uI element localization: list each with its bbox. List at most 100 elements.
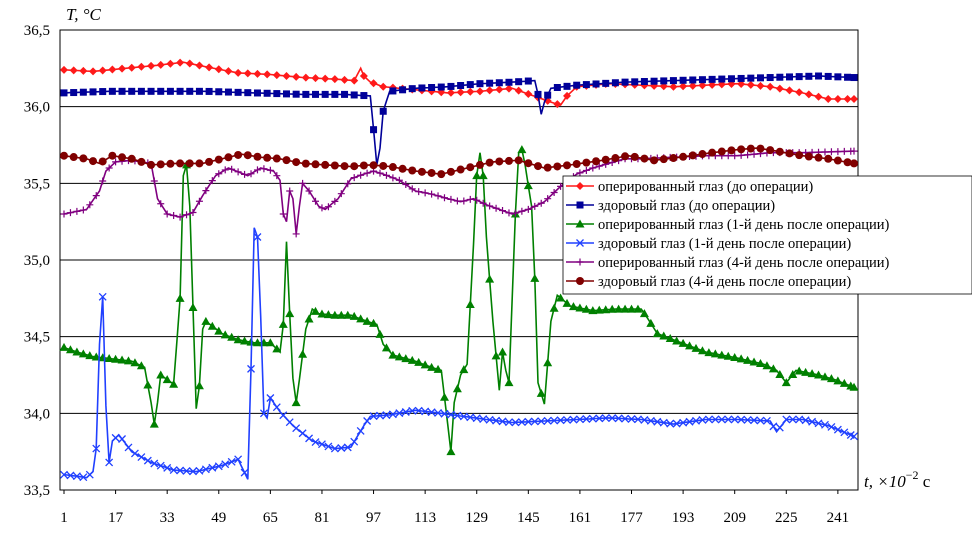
data-point (363, 417, 372, 425)
data-point (737, 79, 746, 88)
data-point (492, 204, 500, 212)
data-point (369, 79, 378, 88)
data-point (614, 414, 623, 423)
data-point (163, 210, 171, 218)
data-point (128, 87, 136, 95)
data-point (123, 356, 133, 365)
data-point (301, 159, 310, 168)
data-point (646, 416, 655, 425)
data-point (466, 87, 475, 96)
data-point (746, 80, 755, 89)
data-point (691, 343, 701, 352)
data-point (189, 467, 197, 476)
data-point (286, 187, 294, 195)
data-point (321, 160, 330, 169)
data-point (136, 361, 146, 370)
data-point (137, 453, 146, 461)
data-point (666, 419, 675, 428)
data-point (531, 202, 539, 210)
data-point (747, 74, 755, 82)
legend: оперированный глаз (до операции) здоровый… (562, 175, 972, 295)
data-point (437, 83, 445, 91)
data-point (679, 152, 688, 161)
data-point (118, 87, 126, 95)
data-point (227, 332, 237, 341)
data-point (369, 318, 379, 327)
data-point (185, 159, 194, 168)
data-point (553, 84, 561, 91)
y-tick-label: 34,5 (24, 330, 50, 346)
data-point (602, 79, 610, 87)
y-tick-label: 34,0 (24, 406, 50, 422)
series-2 (60, 72, 858, 166)
legend-marker (576, 277, 584, 285)
data-point (737, 145, 746, 154)
data-point (478, 171, 488, 180)
data-point (418, 84, 426, 92)
data-point (650, 77, 658, 85)
data-point (824, 95, 833, 103)
data-point (466, 195, 474, 203)
data-point (379, 107, 387, 115)
data-point (60, 210, 68, 218)
data-point (186, 87, 194, 95)
data-point (775, 369, 785, 378)
data-point (112, 158, 120, 166)
data-point (221, 460, 230, 469)
data-point (220, 330, 230, 339)
data-point (182, 466, 191, 475)
data-point (850, 74, 858, 82)
data-point (407, 355, 417, 364)
data-point (575, 303, 585, 312)
data-point (652, 329, 662, 338)
data-point (601, 305, 611, 314)
data-point (453, 197, 461, 205)
data-point (821, 148, 829, 156)
data-point (544, 195, 552, 203)
data-point (459, 412, 468, 421)
data-point (537, 199, 545, 207)
data-point (292, 158, 301, 167)
data-point (631, 78, 639, 86)
data-point (89, 157, 98, 166)
data-point (170, 212, 178, 220)
data-point (678, 338, 688, 347)
grid-lines (60, 106, 858, 414)
data-point (65, 345, 75, 354)
data-point (253, 69, 262, 78)
series-6 (60, 144, 858, 179)
data-point (234, 68, 243, 77)
data-point (582, 81, 590, 89)
data-point (543, 358, 553, 367)
series-4 (60, 227, 858, 482)
data-point (669, 154, 678, 163)
data-point (750, 150, 758, 158)
data-point (465, 299, 475, 308)
data-point (588, 414, 597, 423)
data-point (576, 169, 584, 177)
data-point (312, 90, 320, 98)
data-point (207, 321, 217, 330)
data-point (452, 384, 462, 393)
data-point (60, 65, 68, 74)
data-point (750, 416, 759, 425)
data-point (850, 159, 858, 168)
legend-marker (576, 182, 584, 190)
data-point (499, 207, 507, 215)
data-point (228, 165, 236, 173)
data-point (514, 86, 523, 95)
data-point (523, 181, 533, 190)
data-point (208, 177, 216, 185)
x-axis-ticks: 1 17 33 49 65 81 97 113 129 145 161 177 193 209 225 241 (60, 490, 849, 526)
x-tick-label: 241 (827, 510, 850, 526)
data-point (466, 81, 474, 89)
data-point (573, 81, 581, 89)
x-tick-label: 225 (775, 510, 798, 526)
data-point (575, 415, 584, 424)
data-point (795, 73, 803, 81)
data-point (592, 157, 601, 166)
data-point (224, 67, 233, 76)
data-point (775, 423, 784, 432)
x-tick-label: 145 (517, 510, 540, 526)
data-point (111, 433, 120, 442)
